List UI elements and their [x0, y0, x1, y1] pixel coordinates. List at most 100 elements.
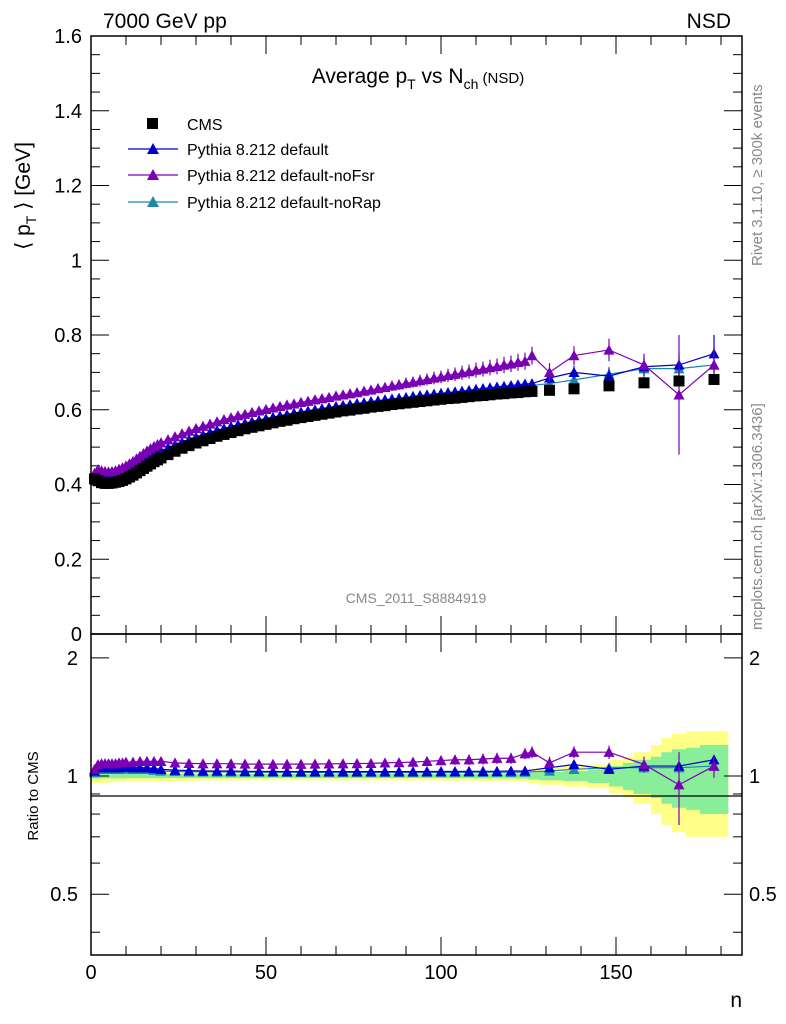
uncertainty-band-green — [108, 773, 127, 779]
legend-marker-norap — [147, 196, 159, 207]
data-point — [477, 390, 489, 402]
ratio-data-point — [323, 766, 335, 777]
ratio-data-point — [407, 756, 419, 767]
data-point — [197, 435, 209, 447]
uncertainty-band-green — [126, 773, 162, 779]
ratio-data-point — [491, 765, 503, 776]
ratio-data-point — [148, 763, 160, 774]
data-point — [295, 412, 307, 424]
data-point — [183, 440, 195, 452]
uncertainty-band-green — [651, 756, 662, 798]
x-tick-label: 50 — [255, 962, 277, 984]
ratio-data-point — [267, 765, 279, 777]
uncertainty-band-green — [588, 769, 610, 783]
ratio-y-tick-label-right: 1 — [749, 766, 760, 788]
ratio-data-point — [435, 765, 447, 777]
data-point — [519, 355, 531, 366]
data-point — [162, 434, 174, 445]
data-point — [470, 390, 482, 402]
ratio-data-point — [253, 765, 265, 777]
data-point — [708, 359, 720, 370]
ratio-data-point — [295, 766, 307, 777]
mcplots-label: mcplots.cern.ch [arXiv:1306.3436] — [749, 403, 766, 630]
data-point — [603, 380, 615, 392]
data-point — [232, 425, 244, 437]
main-y-axis-label: ⟨ pT ⟩ [GeV] — [12, 142, 39, 250]
ratio-plot-frame — [90, 633, 743, 956]
ratio-y-tick-label-right: 2 — [749, 648, 760, 670]
data-point — [169, 431, 181, 442]
ratio-data-point — [568, 758, 580, 770]
ratio-y-axis-label: Ratio to CMS — [25, 751, 42, 840]
main-y-tick-label: 1.2 — [54, 176, 82, 198]
main-y-tick-label: 1.6 — [54, 26, 82, 48]
ratio-data-point — [197, 765, 209, 776]
data-point — [309, 409, 321, 421]
data-point — [456, 391, 468, 403]
ratio-series-layer — [89, 745, 720, 826]
data-point — [484, 389, 496, 401]
main-axis-ticks — [90, 35, 742, 635]
ratio-data-point — [211, 758, 223, 769]
ratio-data-point — [365, 766, 377, 777]
data-point — [638, 377, 650, 389]
ratio-data-point — [309, 766, 321, 777]
ratio-data-point — [155, 755, 167, 766]
x-axis-label: n — [730, 989, 742, 1012]
data-point — [407, 396, 419, 408]
ratio-data-point — [463, 754, 475, 765]
ratio-data-point — [568, 746, 580, 757]
legend-label-norap: Pythia 8.212 default-noRap — [187, 195, 381, 212]
data-point — [288, 413, 300, 425]
data-point — [155, 437, 167, 448]
data-point — [344, 404, 356, 416]
data-point — [498, 388, 510, 400]
ratio-data-point — [225, 765, 237, 776]
data-point — [638, 359, 650, 370]
ratio-data-point — [127, 762, 139, 773]
ratio-data-point — [393, 757, 405, 768]
data-point — [218, 428, 230, 440]
data-point — [526, 385, 538, 397]
data-point — [519, 386, 531, 398]
data-point — [544, 384, 555, 396]
main-y-tick-label: 0.4 — [54, 475, 82, 497]
ratio-data-point — [435, 755, 447, 766]
data-point — [463, 391, 475, 403]
data-point — [526, 378, 538, 389]
ratio-data-point — [638, 758, 650, 770]
ratio-data-point — [463, 765, 475, 776]
data-point — [400, 397, 412, 409]
main-y-tick-label: 0.6 — [54, 400, 82, 422]
main-series-layer — [89, 335, 720, 489]
main-plot-title: Average pT vs Nch (NSD) — [312, 65, 524, 92]
data-point — [155, 452, 167, 464]
legend: CMS Pythia 8.212 default Pythia 8.212 de… — [128, 117, 381, 212]
data-point — [568, 350, 580, 361]
legend-marker-cms — [147, 118, 158, 129]
data-point — [316, 408, 328, 420]
ratio-data-point — [526, 746, 538, 757]
data-point — [330, 406, 342, 418]
ratio-y-tick-label: 0.5 — [50, 884, 78, 906]
data-point — [176, 428, 188, 439]
data-point — [435, 393, 447, 405]
ratio-y-tick-labels: 0.5 0.5 1 1 2 2 — [50, 648, 777, 906]
main-y-tick-label: 0.2 — [54, 549, 82, 571]
uncertainty-band-green — [563, 770, 589, 782]
ratio-data-point — [169, 757, 181, 768]
ratio-data-point — [141, 762, 153, 773]
ratio-data-point — [337, 758, 349, 769]
data-point — [260, 418, 272, 430]
ratio-data-point — [708, 760, 720, 771]
ratio-data-point — [519, 765, 531, 776]
ratio-data-point — [544, 757, 555, 768]
data-point — [239, 423, 251, 435]
main-y-tick-label: 0 — [71, 624, 82, 646]
uncertainty-band-green — [714, 744, 729, 815]
ratio-data-point — [351, 766, 363, 777]
ratio-data-point — [337, 766, 349, 777]
data-point — [204, 433, 216, 445]
data-point — [568, 383, 580, 395]
ratio-data-point — [309, 758, 321, 769]
